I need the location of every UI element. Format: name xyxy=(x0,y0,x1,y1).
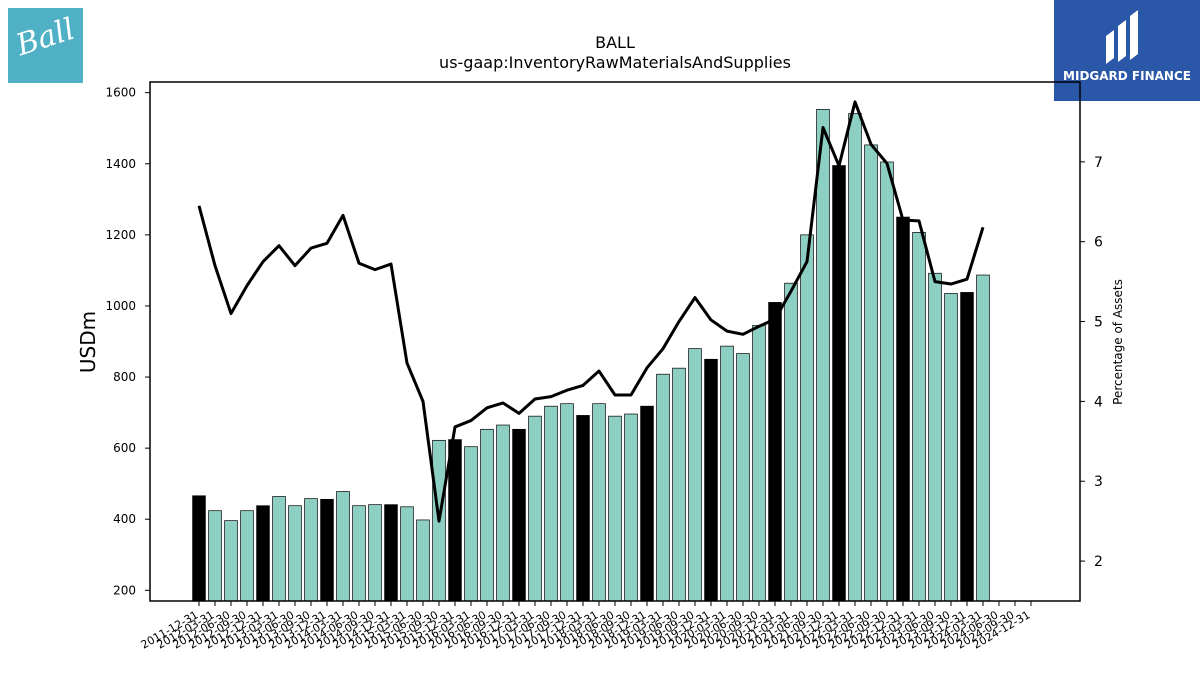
bar-2023-06-30 xyxy=(928,272,942,602)
y2-tick-label: 7 xyxy=(1094,155,1103,171)
midgard-finance-logo: MIDGARD FINANCE xyxy=(1054,0,1200,101)
bar-2019-09-30 xyxy=(688,348,702,602)
bar-2015-03-31 xyxy=(400,506,414,602)
midgard-logo-text: MIDGARD FINANCE xyxy=(1063,69,1191,83)
bar-2011-12-31 xyxy=(192,495,206,602)
y-tick-label: 1400 xyxy=(105,157,136,171)
ball-logo: Ball xyxy=(8,8,83,83)
bar-2014-12-31 xyxy=(384,504,398,602)
bar-2018-12-31 xyxy=(640,405,654,602)
bar-2016-09-30 xyxy=(496,424,510,602)
y-tick-label: 1000 xyxy=(105,299,136,313)
bar-2017-03-31 xyxy=(528,415,542,602)
bar-2018-09-30 xyxy=(624,413,638,602)
y2-tick-label: 3 xyxy=(1094,474,1103,490)
bar-2020-12-31 xyxy=(768,302,782,602)
line-series xyxy=(197,100,985,523)
chart-title: BALL xyxy=(595,33,635,52)
y2-tick-label: 4 xyxy=(1094,394,1103,410)
bar-2021-06-30 xyxy=(800,234,814,602)
y-tick-label: 600 xyxy=(113,441,136,455)
y2-tick-label: 6 xyxy=(1094,235,1103,251)
bar-2020-06-30 xyxy=(736,353,750,602)
y-tick-label: 1600 xyxy=(105,86,136,100)
bar-2022-09-30 xyxy=(880,161,894,602)
bar-2022-06-30 xyxy=(864,144,878,602)
bar-2012-09-30 xyxy=(240,510,254,602)
bar-2014-06-30 xyxy=(352,505,366,602)
percentage-of-assets-line xyxy=(197,100,985,523)
bar-2019-12-31 xyxy=(704,358,718,602)
bar-2016-06-30 xyxy=(480,428,494,602)
bar-2021-03-31 xyxy=(784,282,798,602)
bar-2018-03-31 xyxy=(592,403,606,602)
bar-2012-03-31 xyxy=(208,510,222,602)
bar-2017-12-31 xyxy=(576,415,590,602)
chart-subtitle: us-gaap:InventoryRawMaterialsAndSupplies xyxy=(439,53,791,72)
x-axis: 2011-12-312012-03-312012-06-302012-09-30… xyxy=(139,601,1033,652)
bar-2022-03-31 xyxy=(848,113,862,602)
bar-2012-12-31 xyxy=(256,505,270,602)
bar-2013-03-31 xyxy=(272,496,286,602)
y2-tick-label: 5 xyxy=(1094,315,1103,331)
bar-series xyxy=(192,109,990,602)
bar-2015-12-31 xyxy=(448,439,462,602)
bar-2019-06-30 xyxy=(672,367,686,602)
bar-2023-12-31 xyxy=(960,292,974,602)
y-tick-label: 400 xyxy=(113,512,136,526)
bar-2018-06-30 xyxy=(608,415,622,602)
bar-2019-03-31 xyxy=(656,373,670,602)
bar-2021-09-30 xyxy=(816,109,830,602)
bar-2017-09-30 xyxy=(560,403,574,602)
bar-2020-09-30 xyxy=(752,325,766,602)
bar-2022-12-31 xyxy=(896,216,910,602)
bar-2013-12-31 xyxy=(320,498,334,602)
bar-2014-03-31 xyxy=(336,491,350,602)
bar-2020-03-31 xyxy=(720,345,734,602)
bar-2014-09-30 xyxy=(368,504,382,602)
bar-2015-06-30 xyxy=(416,519,430,602)
y2-tick-label: 2 xyxy=(1094,554,1103,570)
bar-2023-03-31 xyxy=(912,232,926,602)
bar-2016-03-31 xyxy=(464,446,478,602)
bar-2023-09-30 xyxy=(944,293,958,602)
y-tick-label: 200 xyxy=(113,583,136,597)
bar-2012-06-30 xyxy=(224,520,238,602)
midgard-mark-icon xyxy=(1106,10,1138,64)
bar-2016-12-31 xyxy=(512,428,526,602)
bar-2021-12-31 xyxy=(832,165,846,602)
bar-2024-03-31 xyxy=(976,274,990,602)
bar-2013-06-30 xyxy=(288,505,302,602)
left-axis: 200 400 600 800 1000 1200 1400 1600 xyxy=(105,86,150,597)
y2-axis-label: Percentage of Assets xyxy=(1111,279,1125,405)
bar-2017-06-30 xyxy=(544,405,558,602)
y-axis-label: USDm xyxy=(76,311,100,373)
y-tick-label: 1200 xyxy=(105,228,136,242)
bar-2013-09-30 xyxy=(304,498,318,602)
right-axis: 2 3 4 5 6 7 xyxy=(1080,155,1103,570)
y-tick-label: 800 xyxy=(113,370,136,384)
